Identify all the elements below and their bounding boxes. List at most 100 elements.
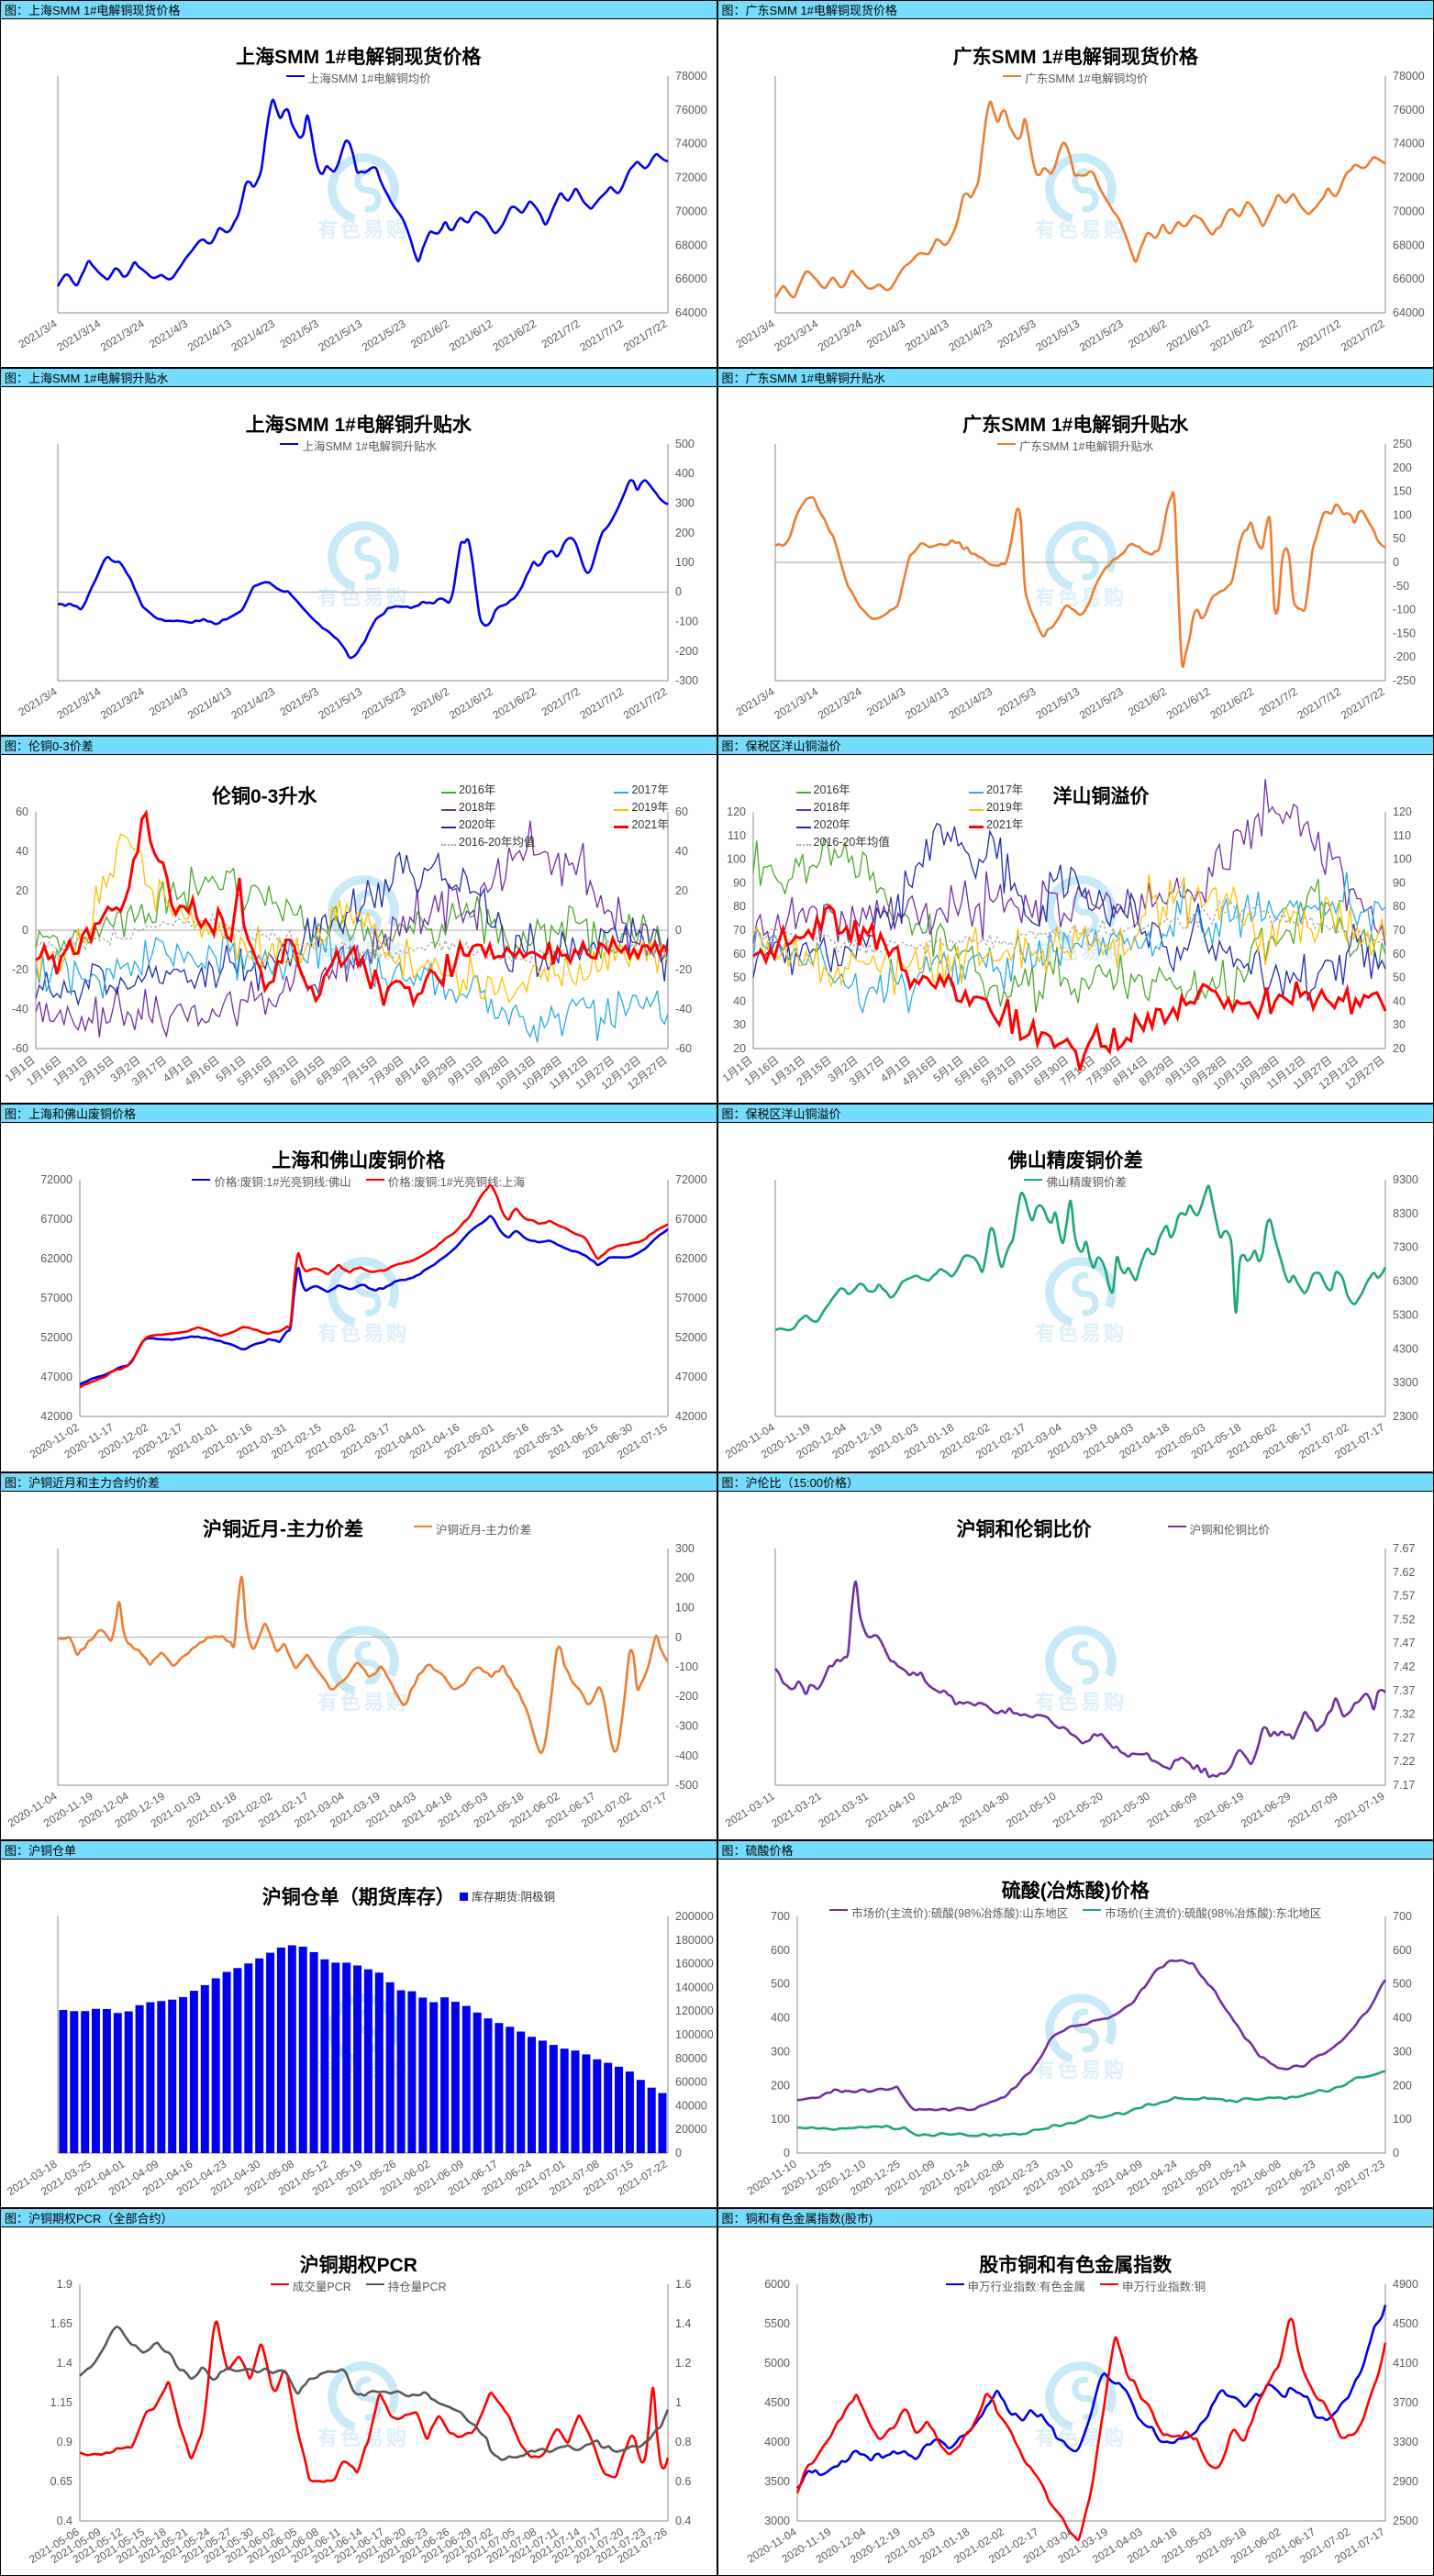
svg-text:62000: 62000 <box>675 1252 707 1265</box>
svg-text:300: 300 <box>675 1542 695 1555</box>
svg-text:2021/7/22: 2021/7/22 <box>1338 317 1386 354</box>
svg-text:200: 200 <box>1393 2079 1412 2092</box>
svg-text:7300: 7300 <box>1393 1241 1418 1254</box>
svg-text:有色易购: 有色易购 <box>317 218 409 241</box>
svg-text:4100: 4100 <box>1393 2357 1418 2370</box>
svg-text:2021/5/3: 2021/5/3 <box>278 317 321 351</box>
svg-text:300: 300 <box>771 2045 790 2058</box>
svg-text:50: 50 <box>733 972 746 984</box>
svg-text:3300: 3300 <box>1393 1377 1418 1390</box>
svg-text:60: 60 <box>1393 948 1406 960</box>
svg-text:400: 400 <box>1393 2011 1412 2024</box>
svg-text:60: 60 <box>16 805 28 818</box>
svg-text:-50: -50 <box>1393 580 1409 593</box>
svg-text:2021/3/24: 2021/3/24 <box>815 317 863 354</box>
svg-text:100: 100 <box>727 853 746 866</box>
svg-text:100000: 100000 <box>675 2028 714 2041</box>
svg-text:2021-04-10: 2021-04-10 <box>862 1789 917 1830</box>
svg-text:90: 90 <box>1393 877 1406 890</box>
svg-text:7.67: 7.67 <box>1393 1542 1415 1555</box>
svg-text:-400: -400 <box>675 1749 698 1761</box>
svg-text:-60: -60 <box>12 1042 28 1055</box>
svg-text:-100: -100 <box>1393 604 1416 616</box>
svg-text:150: 150 <box>1393 485 1412 498</box>
svg-text:2021/4/13: 2021/4/13 <box>902 685 950 722</box>
svg-text:-500: -500 <box>675 1779 698 1792</box>
svg-text:2300: 2300 <box>1393 1410 1418 1423</box>
svg-text:-100: -100 <box>675 616 698 628</box>
svg-text:2021/6/2: 2021/6/2 <box>1126 685 1169 719</box>
svg-text:0: 0 <box>784 2147 790 2160</box>
svg-text:100: 100 <box>675 556 695 569</box>
svg-text:2021/5/23: 2021/5/23 <box>1076 685 1125 722</box>
svg-text:5000: 5000 <box>764 2357 790 2370</box>
svg-text:110: 110 <box>728 829 746 842</box>
svg-text:7.22: 7.22 <box>1393 1755 1415 1768</box>
svg-text:2021/4/13: 2021/4/13 <box>902 317 950 354</box>
svg-text:-60: -60 <box>675 1042 692 1055</box>
svg-text:62000: 62000 <box>40 1252 72 1265</box>
svg-text:200: 200 <box>771 2079 790 2092</box>
svg-text:2021/6/22: 2021/6/22 <box>490 685 539 722</box>
svg-text:有色易购: 有色易购 <box>1034 1322 1126 1345</box>
svg-text:4500: 4500 <box>1393 2317 1418 2330</box>
svg-text:80000: 80000 <box>675 2052 707 2065</box>
svg-text:2021/7/2: 2021/7/2 <box>1256 317 1299 351</box>
svg-text:2021/7/22: 2021/7/22 <box>1338 685 1386 722</box>
svg-text:8300: 8300 <box>1393 1207 1418 1220</box>
svg-text:76000: 76000 <box>1393 104 1425 117</box>
svg-text:-40: -40 <box>675 1003 692 1016</box>
svg-text:2021-05-20: 2021-05-20 <box>1050 1789 1106 1830</box>
svg-text:2021-03-11: 2021-03-11 <box>722 1789 776 1829</box>
svg-text:76000: 76000 <box>675 104 707 117</box>
svg-text:40000: 40000 <box>675 2099 707 2112</box>
svg-text:2021/7/12: 2021/7/12 <box>1295 685 1343 722</box>
svg-text:7.47: 7.47 <box>1393 1637 1415 1649</box>
svg-text:2021/5/23: 2021/5/23 <box>360 317 408 354</box>
svg-text:7.27: 7.27 <box>1393 1731 1415 1744</box>
svg-text:40: 40 <box>733 995 746 1008</box>
svg-text:2021/5/13: 2021/5/13 <box>316 685 364 722</box>
svg-text:2021/4/3: 2021/4/3 <box>147 317 190 351</box>
svg-text:7.32: 7.32 <box>1393 1707 1415 1720</box>
svg-text:2021-06-29: 2021-06-29 <box>1238 1789 1293 1830</box>
svg-text:2021/7/22: 2021/7/22 <box>621 685 670 722</box>
svg-text:700: 700 <box>771 1910 790 1923</box>
svg-text:160000: 160000 <box>675 1957 714 1970</box>
svg-text:2900: 2900 <box>1393 2475 1418 2488</box>
svg-text:2021/7/22: 2021/7/22 <box>621 317 670 354</box>
svg-text:200: 200 <box>675 1571 695 1584</box>
svg-text:3500: 3500 <box>764 2475 790 2488</box>
svg-text:20: 20 <box>16 884 28 897</box>
svg-text:50: 50 <box>1393 532 1406 545</box>
svg-text:2021/6/2: 2021/6/2 <box>408 317 451 351</box>
svg-text:0.4: 0.4 <box>57 2515 72 2527</box>
svg-text:5500: 5500 <box>764 2317 790 2330</box>
svg-text:2021/6/12: 2021/6/12 <box>1163 685 1212 722</box>
svg-text:52000: 52000 <box>675 1331 707 1344</box>
svg-text:500: 500 <box>675 438 695 450</box>
svg-text:1.9: 1.9 <box>57 2278 72 2291</box>
svg-text:20: 20 <box>733 1042 746 1055</box>
svg-text:0: 0 <box>22 924 28 937</box>
svg-text:2021/7/2: 2021/7/2 <box>539 685 583 719</box>
svg-text:4500: 4500 <box>764 2396 790 2409</box>
svg-text:2021/7/2: 2021/7/2 <box>539 317 583 351</box>
svg-text:2021/5/23: 2021/5/23 <box>1076 317 1125 354</box>
svg-text:2021/5/3: 2021/5/3 <box>995 685 1038 719</box>
svg-text:2021/3/4: 2021/3/4 <box>17 317 60 351</box>
svg-text:2021/3/24: 2021/3/24 <box>98 685 147 722</box>
svg-text:600: 600 <box>771 1944 790 1957</box>
svg-text:42000: 42000 <box>40 1410 72 1423</box>
svg-text:70: 70 <box>1393 924 1406 937</box>
svg-text:2021/4/13: 2021/4/13 <box>185 317 234 354</box>
svg-text:有色易购: 有色易购 <box>317 2059 409 2082</box>
svg-text:60000: 60000 <box>675 2075 707 2088</box>
svg-text:0: 0 <box>675 585 682 598</box>
svg-text:-200: -200 <box>675 645 698 658</box>
svg-text:2021/4/3: 2021/4/3 <box>864 317 907 351</box>
svg-text:20000: 20000 <box>675 2123 707 2136</box>
svg-text:140000: 140000 <box>675 1981 714 1993</box>
svg-text:2021/5/3: 2021/5/3 <box>995 317 1038 351</box>
svg-text:20: 20 <box>1393 1042 1406 1055</box>
